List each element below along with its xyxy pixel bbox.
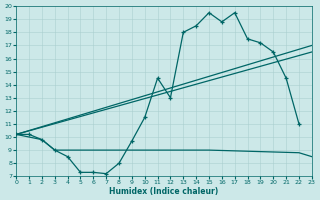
X-axis label: Humidex (Indice chaleur): Humidex (Indice chaleur) xyxy=(109,187,219,196)
